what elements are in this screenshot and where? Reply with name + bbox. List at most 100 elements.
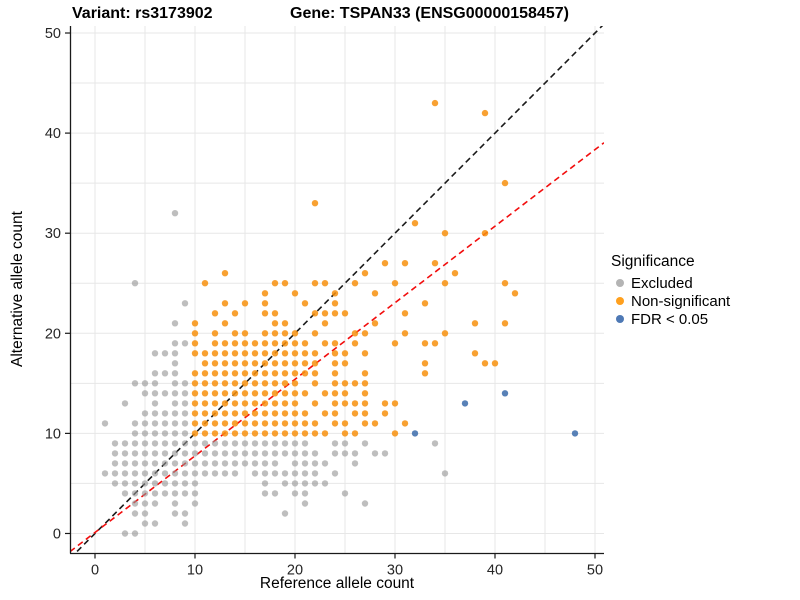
series-excluded bbox=[101, 210, 449, 537]
data-point bbox=[171, 510, 179, 517]
data-point bbox=[241, 330, 249, 337]
data-point bbox=[281, 280, 289, 287]
data-point bbox=[361, 440, 369, 447]
data-point bbox=[151, 490, 159, 497]
data-point bbox=[241, 420, 249, 427]
data-point bbox=[131, 380, 139, 387]
data-point bbox=[351, 340, 359, 347]
data-point bbox=[291, 290, 299, 297]
data-point bbox=[241, 360, 249, 367]
data-point bbox=[231, 370, 239, 377]
data-point bbox=[271, 340, 279, 347]
data-point bbox=[291, 340, 299, 347]
data-point bbox=[271, 380, 279, 387]
data-point bbox=[241, 440, 249, 447]
data-point bbox=[311, 350, 319, 357]
data-point bbox=[311, 370, 319, 377]
data-point bbox=[201, 430, 209, 437]
data-point bbox=[181, 440, 189, 447]
data-point bbox=[121, 450, 129, 457]
data-point bbox=[231, 450, 239, 457]
data-point bbox=[161, 390, 169, 397]
data-point bbox=[271, 460, 279, 467]
data-point bbox=[121, 470, 129, 477]
data-point bbox=[301, 450, 309, 457]
data-point bbox=[231, 310, 239, 317]
data-point bbox=[281, 350, 289, 357]
data-point bbox=[131, 440, 139, 447]
data-point bbox=[231, 420, 239, 427]
data-point bbox=[201, 450, 209, 457]
data-point bbox=[291, 330, 299, 337]
data-point bbox=[171, 410, 179, 417]
data-point bbox=[421, 360, 429, 367]
data-point bbox=[281, 370, 289, 377]
data-point bbox=[331, 390, 339, 397]
data-point bbox=[271, 350, 279, 357]
x-tick-label: 50 bbox=[587, 563, 603, 579]
data-point bbox=[311, 460, 319, 467]
data-point bbox=[151, 410, 159, 417]
data-point bbox=[501, 320, 509, 327]
data-point bbox=[301, 430, 309, 437]
data-point bbox=[211, 460, 219, 467]
data-point bbox=[231, 360, 239, 367]
data-point bbox=[161, 450, 169, 457]
data-point bbox=[381, 400, 389, 407]
y-tick-label: 20 bbox=[45, 326, 61, 342]
data-point bbox=[281, 430, 289, 437]
data-point bbox=[291, 390, 299, 397]
data-point bbox=[221, 430, 229, 437]
data-point bbox=[211, 410, 219, 417]
data-point bbox=[331, 400, 339, 407]
x-axis-title: Reference allele count bbox=[260, 575, 415, 592]
data-point bbox=[171, 380, 179, 387]
data-point bbox=[251, 460, 259, 467]
data-point bbox=[141, 420, 149, 427]
data-point bbox=[341, 390, 349, 397]
data-point bbox=[361, 410, 369, 417]
data-point bbox=[431, 99, 439, 107]
data-point bbox=[181, 430, 189, 437]
data-point bbox=[241, 350, 249, 357]
y-tick-label: 30 bbox=[45, 226, 61, 242]
data-point bbox=[261, 490, 269, 497]
data-point bbox=[301, 460, 309, 467]
data-point bbox=[271, 410, 279, 417]
data-point bbox=[141, 480, 149, 487]
data-point bbox=[131, 460, 139, 467]
data-point bbox=[431, 340, 439, 347]
data-point bbox=[161, 410, 169, 417]
data-point bbox=[321, 340, 329, 347]
data-point bbox=[141, 390, 149, 397]
data-point bbox=[171, 470, 179, 477]
data-point bbox=[131, 510, 139, 517]
data-point bbox=[271, 310, 279, 317]
data-point bbox=[301, 340, 309, 347]
data-point bbox=[171, 320, 179, 327]
fit-line bbox=[70, 142, 604, 553]
data-point bbox=[251, 350, 259, 357]
data-point bbox=[221, 470, 229, 477]
data-point bbox=[431, 260, 439, 267]
y-tick-label: 0 bbox=[53, 526, 61, 542]
data-point bbox=[281, 450, 289, 457]
data-point bbox=[411, 220, 419, 227]
data-point bbox=[181, 480, 189, 487]
data-point bbox=[341, 430, 349, 437]
data-point bbox=[351, 410, 359, 417]
data-point bbox=[151, 390, 159, 397]
data-point bbox=[211, 430, 219, 437]
data-point bbox=[221, 460, 229, 467]
data-point bbox=[191, 390, 199, 397]
data-point bbox=[141, 450, 149, 457]
data-point bbox=[291, 380, 299, 387]
data-point bbox=[161, 460, 169, 467]
data-point bbox=[171, 400, 179, 407]
plot-title-variant: Variant: rs3173902 bbox=[72, 5, 213, 22]
data-point bbox=[261, 350, 269, 357]
data-point bbox=[391, 280, 399, 287]
data-point bbox=[271, 470, 279, 477]
data-point bbox=[361, 390, 369, 397]
